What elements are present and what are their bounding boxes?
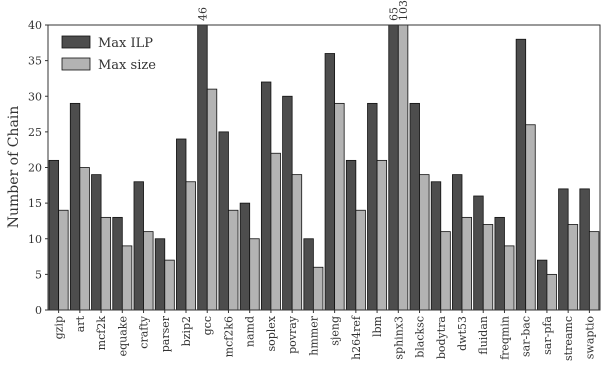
bar bbox=[324, 53, 336, 310]
x-tick-label: blacksc bbox=[414, 316, 427, 358]
bar bbox=[91, 174, 102, 310]
bar bbox=[461, 216, 472, 310]
bar bbox=[143, 231, 154, 310]
x-tick-label: bzip2 bbox=[180, 316, 193, 346]
x-tick-label: gzip bbox=[53, 316, 66, 339]
y-tick-label: 15 bbox=[28, 197, 42, 210]
x-tick-label: mcf2k bbox=[95, 316, 108, 351]
x-tick-label: freqmin bbox=[498, 316, 511, 360]
bar bbox=[546, 273, 557, 310]
bar bbox=[367, 102, 378, 310]
bar bbox=[121, 245, 133, 310]
plot-frame bbox=[47, 24, 601, 311]
bar bbox=[154, 238, 166, 310]
y-axis-label: Number of Chain bbox=[6, 106, 22, 229]
x-tick-label: hmmer bbox=[307, 315, 320, 355]
bar bbox=[260, 81, 272, 310]
bar bbox=[239, 202, 251, 310]
bar bbox=[494, 216, 505, 310]
bar bbox=[249, 238, 260, 310]
bar bbox=[504, 245, 515, 310]
x-tick-label: gcc bbox=[201, 316, 214, 335]
value-label: 103 bbox=[397, 0, 410, 21]
bar bbox=[218, 131, 229, 310]
x-tick-label: sar-pfa bbox=[541, 316, 554, 355]
bar bbox=[482, 224, 494, 310]
bar bbox=[536, 259, 548, 310]
bar bbox=[579, 188, 590, 310]
bar bbox=[430, 181, 442, 310]
bar bbox=[397, 25, 409, 310]
bar bbox=[558, 188, 569, 310]
bar bbox=[388, 25, 399, 310]
bar bbox=[197, 25, 208, 310]
bar bbox=[133, 181, 144, 310]
bar bbox=[282, 95, 293, 310]
bar bbox=[206, 88, 218, 310]
y-tick-label: 40 bbox=[28, 19, 42, 32]
x-tick-label: soplex bbox=[265, 315, 278, 351]
bar bbox=[452, 174, 463, 310]
bar bbox=[409, 102, 420, 310]
bars bbox=[48, 25, 600, 310]
y-tick-label: 35 bbox=[28, 55, 42, 68]
x-tick-label: lbm bbox=[371, 315, 384, 337]
x-tick-label: sar-bac bbox=[520, 316, 533, 357]
bar bbox=[355, 209, 366, 310]
x-tick-label: povray bbox=[286, 315, 299, 354]
value-label: 65 bbox=[388, 7, 401, 21]
bar bbox=[164, 259, 175, 310]
value-label: 46 bbox=[196, 7, 209, 21]
x-tick-label: crafty bbox=[138, 315, 151, 348]
bar bbox=[79, 167, 90, 310]
bar bbox=[567, 224, 579, 310]
y-tick-label: 20 bbox=[28, 162, 42, 175]
x-tick-label: equake bbox=[116, 316, 129, 356]
bar bbox=[515, 38, 527, 310]
x-tick-label: bodytra bbox=[435, 316, 448, 360]
bar bbox=[525, 124, 536, 310]
x-tick-label: sjeng bbox=[329, 316, 342, 346]
x-tick-label: fluidan bbox=[477, 316, 490, 355]
bar bbox=[291, 174, 303, 310]
legend-label: Max ILP bbox=[98, 36, 153, 51]
x-tick-label: streamc bbox=[562, 316, 575, 361]
bar bbox=[588, 231, 600, 310]
bar bbox=[176, 138, 187, 310]
y-tick-label: 30 bbox=[28, 90, 42, 103]
bar bbox=[69, 102, 81, 310]
legend-swatch bbox=[61, 35, 91, 49]
bar bbox=[473, 195, 484, 310]
bar bbox=[312, 266, 324, 310]
bar bbox=[58, 209, 69, 310]
y-tick-label: 5 bbox=[35, 268, 42, 281]
x-tick-label: mcf2k6 bbox=[222, 316, 235, 357]
y-tick-label: 25 bbox=[28, 126, 42, 139]
legend-label: Max size bbox=[98, 58, 156, 73]
bar bbox=[48, 159, 60, 310]
y-tick-label: 0 bbox=[35, 304, 42, 317]
bar bbox=[376, 159, 388, 310]
bar bbox=[334, 102, 345, 310]
x-tick-label: art bbox=[74, 315, 87, 332]
x-tick-label: namd bbox=[244, 316, 257, 347]
bar bbox=[440, 231, 451, 310]
bar bbox=[270, 152, 281, 310]
y-tick-label: 10 bbox=[28, 233, 42, 246]
bar bbox=[100, 216, 112, 310]
bar bbox=[228, 209, 239, 310]
bar bbox=[112, 216, 123, 310]
x-tick-label: h264ref bbox=[350, 315, 363, 360]
x-tick-label: parser bbox=[159, 315, 172, 352]
legend-swatch bbox=[61, 57, 91, 71]
bar bbox=[345, 159, 357, 310]
x-tick-label: sphinx3 bbox=[392, 316, 405, 360]
bar bbox=[419, 174, 430, 310]
x-tick-label: swaptio bbox=[583, 316, 596, 360]
bar bbox=[185, 181, 196, 310]
x-tick-label: dwt53 bbox=[456, 316, 469, 351]
bar bbox=[303, 238, 314, 310]
